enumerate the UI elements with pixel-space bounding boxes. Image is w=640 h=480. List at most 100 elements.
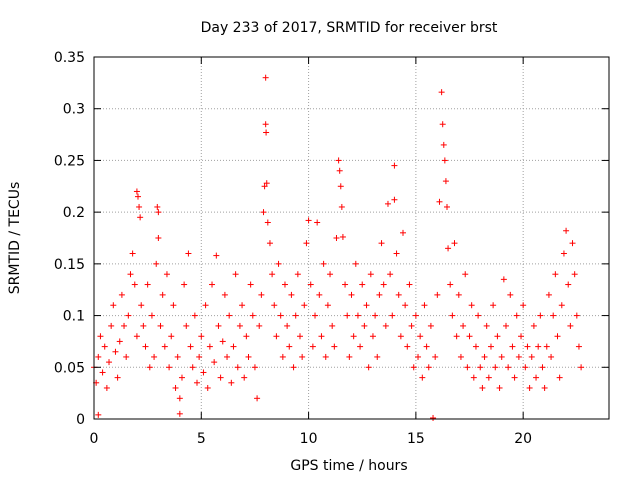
data-point [387, 271, 394, 278]
data-point [468, 302, 475, 309]
data-point [348, 291, 355, 298]
plot-frame [93, 56, 610, 420]
x-tick-label: 15 [407, 431, 425, 447]
x-tick-label: 0 [90, 431, 99, 447]
data-point [342, 281, 349, 288]
data-point [174, 353, 181, 360]
data-point [363, 302, 370, 309]
data-point [417, 333, 424, 340]
data-point [389, 312, 396, 319]
y-tick-label: 0.25 [54, 153, 85, 169]
data-point [331, 343, 338, 350]
data-point [466, 333, 473, 340]
data-point [346, 353, 353, 360]
data-point [297, 333, 303, 340]
data-point [316, 291, 323, 298]
data-point [500, 276, 507, 283]
data-point [279, 353, 286, 360]
data-point [477, 364, 484, 371]
data-point [339, 233, 346, 240]
data-point [565, 281, 572, 288]
data-point [254, 395, 261, 402]
data-point [354, 312, 361, 319]
data-point [530, 322, 537, 329]
y-tick-label: 0.3 [63, 102, 85, 118]
data-point [404, 343, 411, 350]
data-point [415, 353, 422, 360]
data-point [382, 322, 389, 329]
data-point [206, 343, 213, 350]
data-point [442, 178, 449, 185]
data-point [241, 374, 248, 381]
data-point [528, 353, 535, 360]
data-point [189, 364, 196, 371]
data-point [453, 333, 460, 340]
data-point [123, 353, 130, 360]
data-point [200, 369, 207, 376]
axis-ticks: 0 0.05 0.1 0.15 0.2 0.25 0.3 0.35 0 5 10 15 20 [54, 50, 609, 447]
data-point [239, 302, 246, 309]
data-point [307, 281, 314, 288]
data-point [543, 343, 550, 350]
data-point [288, 291, 295, 298]
data-point [166, 364, 173, 371]
data-point [108, 322, 115, 329]
data-point [153, 260, 160, 267]
data-point [569, 240, 576, 247]
data-point [380, 281, 387, 288]
data-point [440, 141, 447, 148]
data-point [303, 240, 310, 247]
data-point [198, 333, 205, 340]
data-point [498, 353, 505, 360]
data-point [256, 322, 263, 329]
data-point [391, 196, 398, 203]
data-point [524, 343, 531, 350]
data-point [526, 384, 533, 391]
data-point [400, 229, 406, 236]
data-point [181, 281, 188, 288]
data-point [269, 271, 276, 278]
data-point [338, 203, 345, 210]
data-point [449, 312, 456, 319]
data-point [391, 162, 398, 169]
data-point [384, 200, 391, 207]
data-point [262, 74, 269, 81]
data-point [423, 343, 430, 350]
data-point [277, 312, 284, 319]
data-point [271, 302, 278, 309]
data-point [258, 291, 265, 298]
data-point [434, 291, 441, 298]
data-point [116, 338, 123, 345]
data-point [290, 364, 297, 371]
data-point [552, 271, 559, 278]
data-point [101, 343, 108, 350]
data-point [475, 312, 482, 319]
data-point [556, 374, 563, 381]
data-point [535, 343, 542, 350]
data-point [432, 353, 439, 360]
data-point [367, 271, 374, 278]
data-point [455, 291, 462, 298]
data-point [487, 343, 494, 350]
data-point [226, 312, 233, 319]
data-point [221, 291, 228, 298]
data-point [567, 322, 574, 329]
data-point [503, 322, 509, 329]
data-point [494, 333, 501, 340]
data-point [412, 312, 419, 319]
data-point [376, 291, 383, 298]
data-point [472, 343, 479, 350]
data-point [249, 312, 256, 319]
data-point [509, 343, 516, 350]
data-point [264, 219, 271, 226]
data-point [275, 260, 282, 267]
data-point [263, 180, 270, 187]
data-point [329, 322, 336, 329]
data-point [215, 322, 222, 329]
data-point [234, 364, 241, 371]
data-point [157, 322, 164, 329]
data-point [144, 281, 151, 288]
data-point [492, 364, 499, 371]
data-point [365, 364, 372, 371]
